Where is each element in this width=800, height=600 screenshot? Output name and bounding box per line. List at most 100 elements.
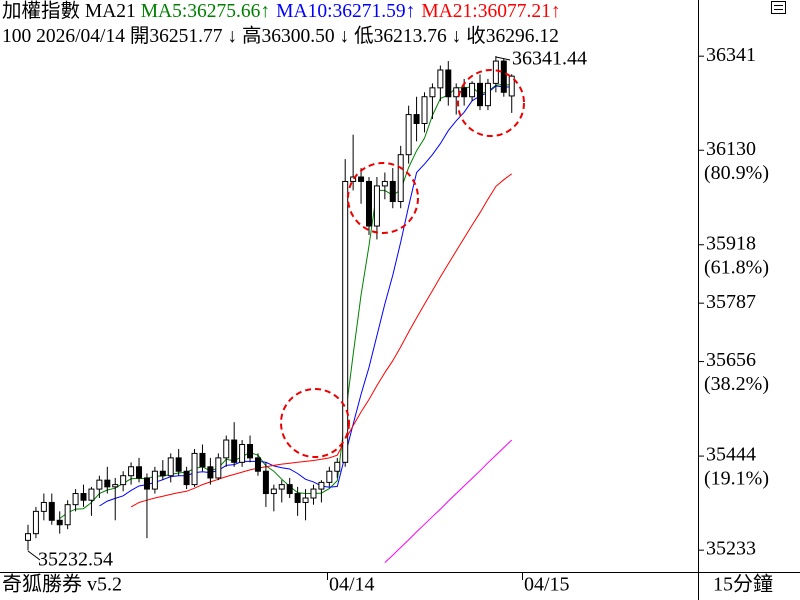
candle-body: [183, 470, 190, 486]
candle-body: [389, 180, 396, 203]
candle-body: [453, 87, 460, 98]
y-tick-label: 35444: [706, 444, 756, 466]
candle-body: [508, 75, 515, 97]
info-line: 100 2026/04/14 開36251.77 ↓ 高36300.50 ↓ 低…: [2, 25, 559, 49]
legend: MA5:36275.66↑ MA10:36271.59↑ MA21:36077.21…: [141, 1, 567, 22]
legend-arrow: ↑: [260, 1, 271, 22]
fib-label: (80.9%): [704, 162, 769, 184]
y-tick-label: 35918: [706, 232, 756, 254]
candle-body: [278, 484, 285, 490]
highlight-circle: [457, 69, 525, 137]
legend-entry: MA5:36275.66: [140, 1, 261, 22]
leader-line: [495, 56, 511, 61]
y-tick-label: 36130: [706, 138, 756, 160]
candle-body: [413, 114, 420, 124]
plot-area: [25, 55, 515, 563]
candle-body: [358, 176, 365, 182]
candle-body: [231, 439, 238, 463]
ma-line: [384, 439, 513, 563]
candle-body: [104, 479, 111, 488]
footer-brand: 奇狐勝券 v5.2: [2, 573, 122, 596]
y-tick-label: 35656: [706, 349, 756, 371]
candle-body: [88, 488, 95, 501]
period-label[interactable]: 15分鐘: [713, 573, 773, 596]
candle-body: [128, 466, 135, 477]
highlight-circle: [347, 162, 419, 234]
candle-body: [40, 501, 47, 512]
candle-body: [484, 82, 491, 107]
candle-body: [381, 180, 388, 187]
candle-body: [136, 466, 143, 479]
y-tick-label: 35233: [706, 538, 756, 560]
high-annotation: 36341.44: [512, 48, 587, 70]
candle-body: [326, 470, 333, 483]
candle-body: [223, 439, 230, 459]
candle-body: [310, 488, 317, 499]
candle-body: [397, 154, 404, 203]
leader-line: [27, 550, 41, 561]
candle-body: [80, 493, 87, 501]
candle-body: [159, 470, 166, 477]
candle-body: [270, 488, 277, 495]
bar-info: 100 2026/04/14 開36251.77 ↓ 高36300.50 ↓ 低…: [2, 26, 559, 47]
candle-body: [500, 60, 507, 93]
candle-body: [239, 443, 246, 463]
candle-body: [254, 457, 261, 472]
candle-body: [437, 69, 444, 89]
ma-line: [99, 85, 512, 507]
candle-body: [25, 533, 31, 541]
fib-label: (38.2%): [704, 373, 769, 395]
date-label: 04/14: [329, 574, 375, 596]
candle-body: [342, 180, 349, 463]
candle-body: [405, 114, 412, 156]
menu-icon[interactable]: [771, 1, 786, 14]
candle-body: [72, 493, 79, 506]
candle-body: [294, 493, 301, 503]
candle-body: [120, 475, 127, 486]
low-annotation: 35232.54: [38, 549, 113, 571]
date-label: 04/15: [524, 574, 570, 596]
candle-body: [191, 452, 198, 486]
candle-body: [302, 497, 309, 503]
candle-body: [143, 477, 150, 490]
candle-body: [48, 501, 55, 521]
candle-body: [421, 96, 428, 124]
candle-body: [96, 479, 103, 490]
indicator-name: MA21: [84, 1, 136, 22]
ma-line: [59, 83, 512, 519]
ma-line: [130, 173, 512, 508]
candle-body: [262, 470, 269, 495]
candle-body: [151, 470, 158, 490]
candle-body: [477, 82, 484, 107]
candle-body: [64, 504, 71, 526]
legend-entry: MA21:36077.21: [421, 1, 551, 22]
candle-body: [175, 457, 182, 472]
candle-body: [469, 82, 476, 98]
highlight-circle: [280, 388, 350, 458]
candle-body: [199, 452, 206, 468]
candle-body: [373, 185, 380, 227]
y-tick-label: 36341: [706, 44, 756, 66]
candle-body: [167, 457, 174, 477]
candle-body: [207, 466, 214, 479]
candle-body: [112, 484, 119, 488]
candle-body: [286, 484, 293, 495]
fib-label: (61.8%): [704, 256, 769, 278]
fib-label: (19.1%): [704, 468, 769, 490]
candle-body: [318, 481, 325, 490]
legend-arrow: ↑: [405, 1, 416, 22]
candle-body: [32, 510, 39, 535]
chart-title: 加權指數: [2, 1, 81, 22]
candle-body: [365, 180, 372, 227]
legend-entry: MA10:36271.59: [276, 1, 406, 22]
candle-body: [429, 87, 436, 98]
candle-body: [215, 457, 222, 479]
candle-body: [492, 60, 499, 84]
candle-body: [445, 69, 452, 98]
legend-arrow: ↑: [550, 1, 561, 22]
candle-body: [350, 176, 357, 182]
candle-body: [334, 461, 341, 472]
header-line: 加權指數 MA21 MA5:36275.66↑ MA10:36271.59↑ MA2…: [2, 0, 567, 24]
